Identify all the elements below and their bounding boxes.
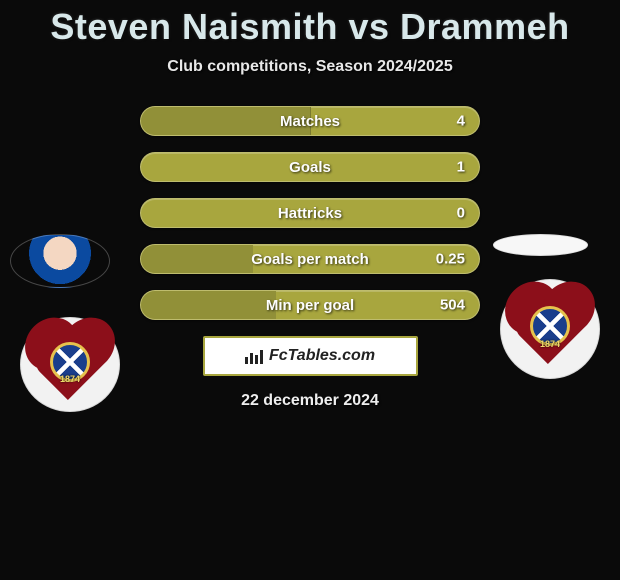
stat-rows: Matches 4 Goals 1 Hattricks 0 Goals per …	[140, 106, 480, 320]
stat-value: 4	[457, 113, 465, 130]
crest-year: 1874	[540, 339, 560, 349]
crest-circle: 1874	[20, 317, 120, 412]
footer-brand-text: FcTables.com	[269, 347, 375, 365]
stat-row-goals-per-match: Goals per match 0.25	[140, 244, 480, 274]
stat-label: Matches	[280, 113, 340, 130]
page-subtitle: Club competitions, Season 2024/2025	[0, 58, 620, 76]
stat-label: Min per goal	[266, 297, 354, 314]
player1-club-crest: 1874	[20, 317, 120, 412]
crest-year: 1874	[60, 374, 80, 384]
hearts-crest-icon: 1874	[35, 330, 105, 400]
stat-value: 504	[440, 297, 465, 314]
hearts-crest-icon: 1874	[515, 294, 585, 364]
stat-row-hattricks: Hattricks 0	[140, 198, 480, 228]
stat-label: Goals per match	[251, 251, 369, 268]
stat-value: 0.25	[436, 251, 465, 268]
content-area: 1874 1874 Matches 4 Goals 1 Hattricks 0 …	[0, 106, 620, 410]
stat-row-min-per-goal: Min per goal 504	[140, 290, 480, 320]
crest-circle: 1874	[500, 279, 600, 379]
footer-brand-box: FcTables.com	[203, 336, 418, 376]
player2-avatar-placeholder	[493, 234, 588, 256]
header: Steven Naismith vs Drammeh Club competit…	[0, 0, 620, 76]
player1-avatar	[10, 234, 110, 288]
stat-value: 0	[457, 205, 465, 222]
player2-club-crest: 1874	[500, 279, 600, 379]
stat-row-goals: Goals 1	[140, 152, 480, 182]
stat-label: Hattricks	[278, 205, 342, 222]
stat-row-matches: Matches 4	[140, 106, 480, 136]
page-title: Steven Naismith vs Drammeh	[0, 6, 620, 48]
bar-chart-icon	[245, 348, 263, 364]
stat-value: 1	[457, 159, 465, 176]
stat-label: Goals	[289, 159, 331, 176]
